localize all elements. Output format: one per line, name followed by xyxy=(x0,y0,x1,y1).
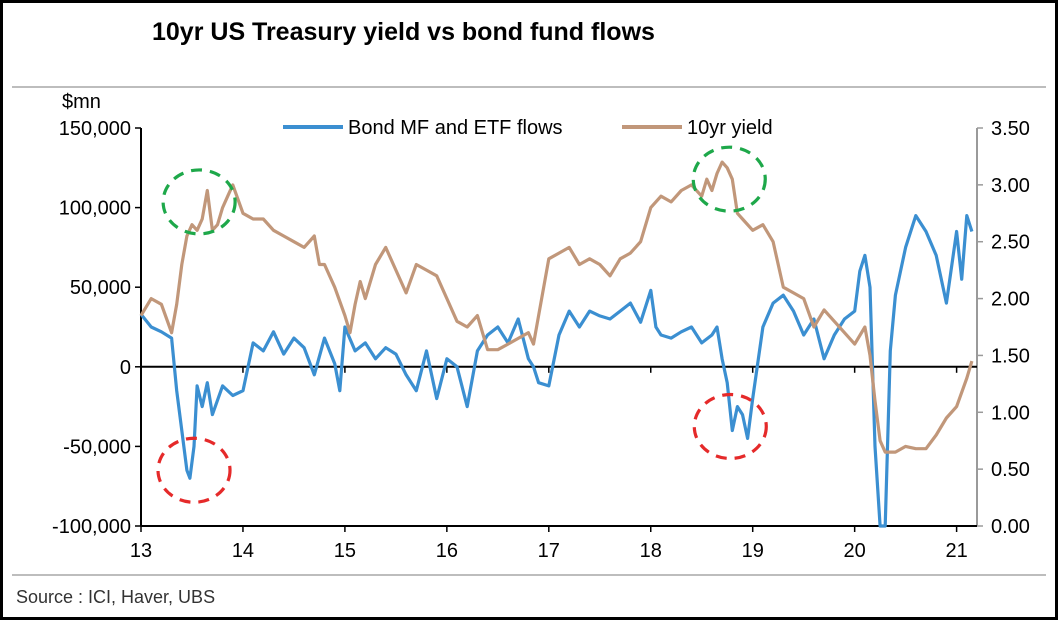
left-tick-label: -100,000 xyxy=(52,516,131,538)
x-tick-label: 18 xyxy=(640,540,662,562)
right-tick-label: 3.00 xyxy=(991,175,1030,197)
bottom-divider xyxy=(12,574,1046,576)
source-note: Source : ICI, Haver, UBS xyxy=(16,587,216,607)
right-tick-label: 2.50 xyxy=(991,232,1030,254)
yield-series-line xyxy=(139,160,974,454)
x-tick-label: 13 xyxy=(130,540,152,562)
x-tick-label: 15 xyxy=(334,540,356,562)
left-tick-label: -50,000 xyxy=(63,436,131,458)
annotation-circle xyxy=(692,392,768,461)
right-tick-label: 1.00 xyxy=(991,402,1030,424)
x-tick-label: 21 xyxy=(945,540,967,562)
legend-label: 10yr yield xyxy=(687,117,773,139)
left-tick-label: 50,000 xyxy=(70,277,131,299)
legend-label: Bond MF and ETF flows xyxy=(348,117,563,139)
x-tick-label: 16 xyxy=(436,540,458,562)
right-tick-label: 0.00 xyxy=(991,516,1030,538)
chart-title: 10yr US Treasury yield vs bond fund flow… xyxy=(152,18,655,46)
right-tick-label: 2.00 xyxy=(991,289,1030,311)
annotation-circle xyxy=(691,145,767,213)
x-tick-label: 20 xyxy=(844,540,866,562)
x-tick-label: 14 xyxy=(232,540,254,562)
x-tick-label: 19 xyxy=(742,540,764,562)
left-tick-label: 150,000 xyxy=(59,118,131,140)
right-tick-label: 0.50 xyxy=(991,459,1030,481)
right-tick-label: 1.50 xyxy=(991,345,1030,367)
flows-series-line xyxy=(139,214,974,528)
right-tick-label: 3.50 xyxy=(991,118,1030,140)
left-unit-label: $mn xyxy=(62,91,101,113)
left-tick-label: 100,000 xyxy=(59,198,131,220)
annotation-circle xyxy=(156,436,232,504)
top-divider xyxy=(12,86,1046,88)
annotation-circle xyxy=(161,168,237,236)
left-tick-label: 0 xyxy=(120,357,131,379)
x-tick-label: 17 xyxy=(538,540,560,562)
